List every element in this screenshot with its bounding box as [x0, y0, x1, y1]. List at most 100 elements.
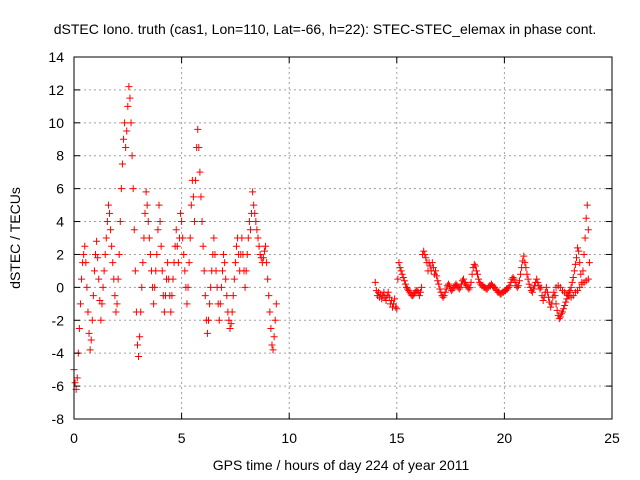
data-point [395, 259, 403, 267]
data-point [260, 247, 268, 255]
data-point [560, 305, 568, 313]
data-point [205, 316, 212, 324]
data-point [151, 283, 159, 291]
data-point [84, 308, 92, 316]
data-point [272, 300, 280, 308]
data-point [529, 285, 537, 293]
data-point [117, 185, 125, 193]
y-tick-label: 4 [56, 214, 64, 230]
data-point [252, 218, 260, 226]
x-tick-label: 20 [497, 430, 513, 446]
data-point [195, 144, 203, 151]
data-point [571, 260, 579, 268]
data-point [128, 152, 136, 160]
data-point [521, 259, 529, 267]
data-point [525, 280, 533, 288]
data-point [78, 275, 86, 283]
data-point [73, 374, 81, 382]
data-point [570, 267, 578, 275]
data-point [539, 297, 547, 305]
data-point [217, 283, 225, 291]
data-point [210, 234, 218, 242]
plot-frame [73, 56, 613, 420]
data-point [269, 346, 277, 354]
data-point [515, 277, 523, 285]
data-point [264, 275, 272, 283]
data-point [465, 285, 473, 293]
data-point [238, 234, 246, 242]
data-point [200, 267, 208, 275]
data-point [557, 310, 565, 318]
data-point [139, 259, 147, 267]
y-tick-label: -4 [52, 345, 65, 361]
data-point [262, 242, 270, 250]
data-point [523, 270, 531, 278]
data-point [144, 218, 152, 226]
data-point [547, 303, 555, 311]
data-point [145, 234, 153, 242]
data-point [99, 283, 107, 291]
data-point [113, 300, 121, 308]
plot-marks [70, 83, 593, 393]
data-point [82, 259, 90, 267]
data-point [584, 275, 592, 283]
data-point [142, 188, 150, 196]
data-point [169, 275, 177, 283]
data-point [398, 270, 406, 278]
data-point [174, 259, 182, 267]
data-point [416, 288, 424, 296]
data-point [511, 278, 519, 286]
data-point [391, 295, 399, 303]
data-point [212, 267, 220, 275]
data-point [155, 201, 163, 209]
x-tick-label: 25 [604, 430, 620, 446]
data-point [251, 209, 259, 217]
data-point [505, 283, 513, 291]
data-point [265, 292, 273, 300]
data-point [76, 300, 84, 308]
y-tick-label: 10 [48, 115, 64, 131]
data-point [192, 176, 200, 184]
data-point [552, 300, 560, 308]
data-point [138, 283, 146, 291]
data-point [122, 144, 130, 151]
data-point [116, 218, 124, 226]
data-point [137, 308, 145, 316]
data-point [392, 303, 400, 311]
data-point [131, 267, 139, 275]
data-point [396, 264, 404, 272]
data-point [394, 275, 402, 283]
data-point [153, 250, 161, 258]
y-tick-label: 12 [48, 82, 64, 98]
data-series [371, 201, 593, 323]
data-point [206, 300, 214, 308]
data-point [222, 275, 230, 283]
data-point [444, 280, 452, 288]
data-point [81, 242, 89, 250]
data-point [156, 218, 164, 226]
data-point [191, 218, 199, 226]
data-point [415, 292, 423, 300]
data-point [93, 237, 101, 245]
data-point [127, 119, 135, 127]
data-point [223, 292, 231, 300]
data-point [271, 316, 279, 324]
data-point [83, 283, 91, 291]
data-point [143, 201, 151, 209]
data-point [185, 259, 193, 267]
data-point [580, 250, 588, 258]
data-point [255, 242, 263, 250]
data-point [183, 300, 191, 308]
data-point [555, 315, 563, 323]
data-point [108, 242, 116, 250]
y-tick-label: 2 [56, 246, 64, 262]
data-point [226, 325, 234, 332]
data-point [268, 341, 276, 349]
data-point [513, 283, 521, 291]
data-point [567, 283, 575, 291]
data-point [542, 283, 550, 291]
data-point [471, 262, 479, 270]
data-point [86, 346, 94, 354]
x-tick-label: 0 [70, 430, 78, 446]
